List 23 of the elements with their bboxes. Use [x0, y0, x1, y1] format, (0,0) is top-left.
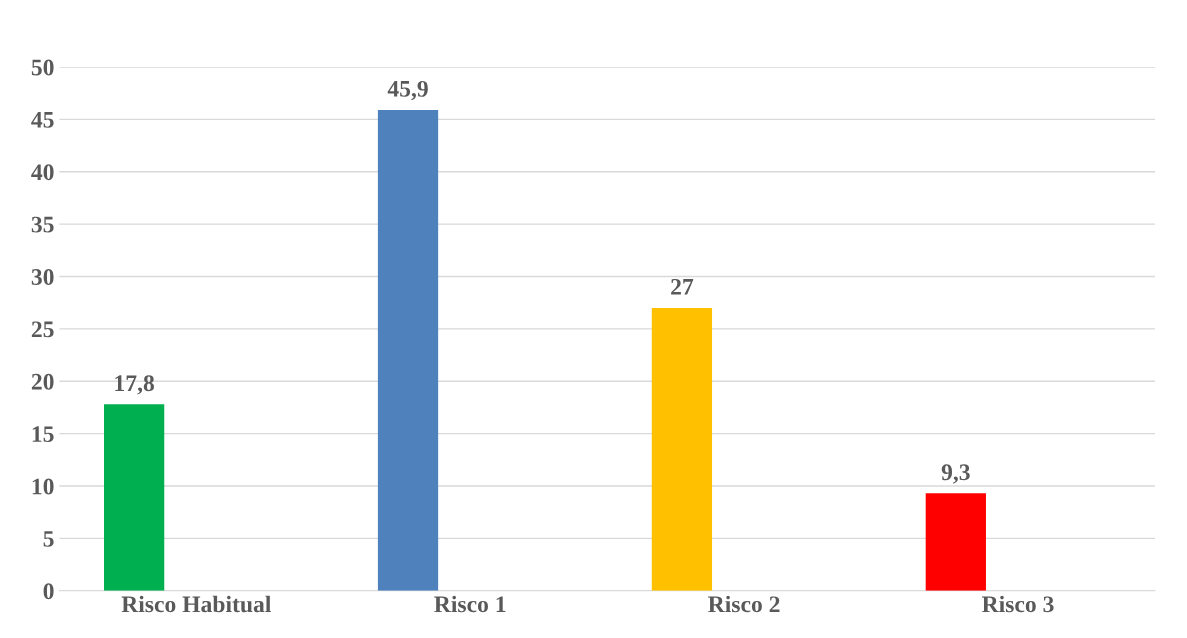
- y-tick-label: 15: [32, 426, 54, 443]
- bar: [104, 404, 165, 591]
- y-tick-label: 40: [31, 164, 54, 181]
- bar: [925, 493, 986, 591]
- data-label: 45,9: [387, 80, 428, 101]
- x-tick-label: Risco 3: [982, 595, 1054, 613]
- y-tick-label: 0: [43, 583, 54, 600]
- y-tick-label: 25: [31, 321, 54, 338]
- y-tick-label: 30: [31, 269, 54, 285]
- y-tick-label: 5: [43, 531, 54, 547]
- data-label: 9,3: [941, 464, 970, 484]
- y-tick-label: 35: [31, 216, 54, 233]
- data-label: 17,8: [115, 375, 154, 395]
- x-tick-label: Risco 2: [708, 595, 780, 613]
- y-tick-label: 10: [32, 478, 54, 495]
- bar: [651, 307, 713, 591]
- data-label: 27: [671, 278, 694, 295]
- y-tick-label: 45: [31, 112, 54, 128]
- bar: [377, 109, 439, 591]
- y-tick-label: 50: [31, 59, 54, 76]
- y-tick-label: 20: [31, 373, 54, 390]
- x-tick-label: Risco Habitual: [121, 595, 271, 613]
- x-tick-label: Risco 1: [434, 595, 506, 613]
